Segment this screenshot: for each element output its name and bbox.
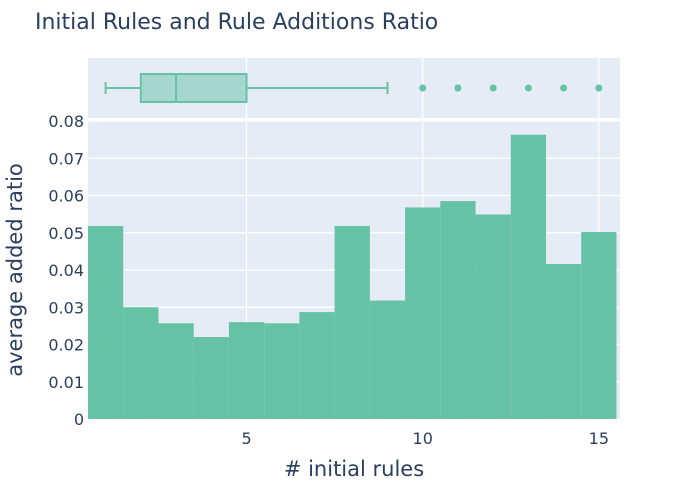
bar: [405, 207, 441, 419]
boxplot-outlier: [419, 84, 427, 92]
y-tick-label: 0.07: [48, 149, 84, 168]
boxplot-outlier: [524, 84, 532, 92]
bar: [228, 322, 265, 419]
boxplot-outlier: [489, 84, 497, 92]
boxplot-outlier: [560, 84, 568, 92]
x-tick-label: 15: [589, 429, 609, 448]
bar: [546, 264, 582, 419]
bar: [334, 226, 370, 419]
bar: [123, 307, 159, 419]
bar: [88, 226, 124, 419]
bar: [475, 214, 511, 419]
chart-title: Initial Rules and Rule Additions Ratio: [35, 10, 438, 35]
y-axis-title: average added ratio: [3, 163, 27, 377]
y-tick-label: 0.01: [48, 373, 84, 392]
x-tick-label: 5: [241, 429, 251, 448]
boxplot-outlier: [595, 84, 603, 92]
bar: [369, 300, 406, 419]
bar: [158, 323, 194, 419]
boxplot: [104, 73, 603, 103]
y-tick-label: 0.02: [48, 336, 84, 355]
x-tick-labels: 5 10 15: [241, 429, 609, 448]
histogram-bars: [88, 134, 617, 419]
y-tick-label: 0.05: [48, 224, 84, 243]
y-tick-label: 0.04: [48, 261, 84, 280]
bar: [193, 337, 229, 419]
boxplot-outlier: [454, 84, 462, 92]
bar: [581, 232, 617, 419]
boxplot-box: [139, 73, 248, 103]
bar: [264, 323, 300, 419]
y-tick-label: 0: [74, 410, 84, 429]
y-tick-label: 0.03: [48, 298, 84, 317]
y-tick-labels: 0 0.01 0.02 0.03 0.04 0.05 0.06 0.07 0.08: [48, 112, 84, 429]
x-axis-title: # initial rules: [284, 457, 424, 481]
bar: [510, 134, 547, 419]
y-tick-label: 0.08: [48, 112, 84, 131]
x-tick-label: 10: [413, 429, 433, 448]
bar: [440, 201, 476, 419]
bar: [299, 312, 335, 419]
y-tick-label: 0.06: [48, 187, 84, 206]
